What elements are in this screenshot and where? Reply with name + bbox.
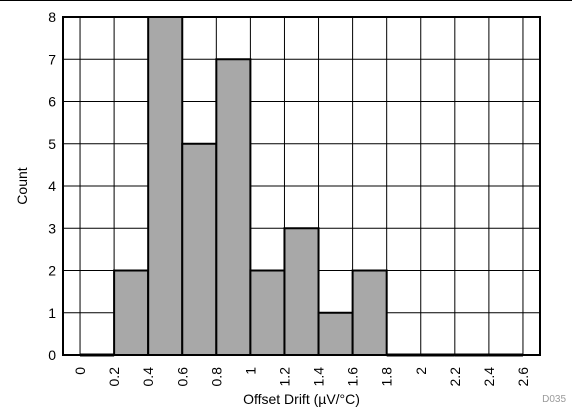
x-tick-label: 2.6 — [515, 367, 531, 387]
y-tick-label: 0 — [48, 347, 56, 363]
histogram-bar — [147, 16, 184, 356]
histogram-bar — [351, 269, 388, 356]
histogram-bar — [113, 269, 150, 356]
histogram-bar — [249, 269, 286, 356]
x-tick-label: 1.8 — [379, 367, 395, 387]
x-tick-label: 1.4 — [311, 367, 327, 387]
figure-tag: D035 — [542, 394, 566, 405]
x-ticks: 0 0.2 0.4 0.6 0.8 1 1.2 1.4 1.6 1.8 2 2.2 2.4 2.6 — [72, 367, 531, 387]
x-tick-label: 2.4 — [481, 367, 497, 387]
x-tick-label: 0.2 — [106, 367, 122, 387]
x-tick-label: 1.6 — [345, 367, 361, 387]
y-tick-label: 1 — [48, 305, 56, 321]
bars — [80, 16, 523, 357]
y-tick-label: 4 — [48, 178, 56, 194]
x-tick-label: 1.2 — [276, 367, 292, 387]
histogram-bar — [181, 142, 218, 356]
x-tick-label: 0.8 — [208, 367, 224, 387]
y-tick-label: 2 — [48, 263, 56, 279]
y-ticks: 0 1 2 3 4 5 6 7 8 — [48, 9, 56, 363]
x-tick-label: 1 — [242, 367, 258, 375]
histogram-bar — [215, 58, 252, 356]
y-tick-label: 6 — [48, 94, 56, 110]
y-tick-label: 5 — [48, 136, 56, 152]
y-tick-label: 7 — [48, 51, 56, 67]
plot-frame — [62, 16, 541, 356]
histogram-bar — [317, 311, 354, 356]
x-tick-label: 0.4 — [140, 367, 156, 387]
y-tick-label: 3 — [48, 220, 56, 236]
x-axis-title: Offset Drift (µV/°C) — [243, 391, 360, 407]
x-tick-label: 0.6 — [174, 367, 190, 387]
x-tick-label: 2.2 — [447, 367, 463, 387]
x-tick-label: 0 — [72, 367, 88, 375]
histogram-bar — [283, 227, 320, 356]
x-tick-label: 2 — [413, 367, 429, 375]
top-rule — [0, 0, 572, 1]
y-axis-title: Count — [14, 167, 30, 204]
y-tick-label: 8 — [48, 9, 56, 25]
